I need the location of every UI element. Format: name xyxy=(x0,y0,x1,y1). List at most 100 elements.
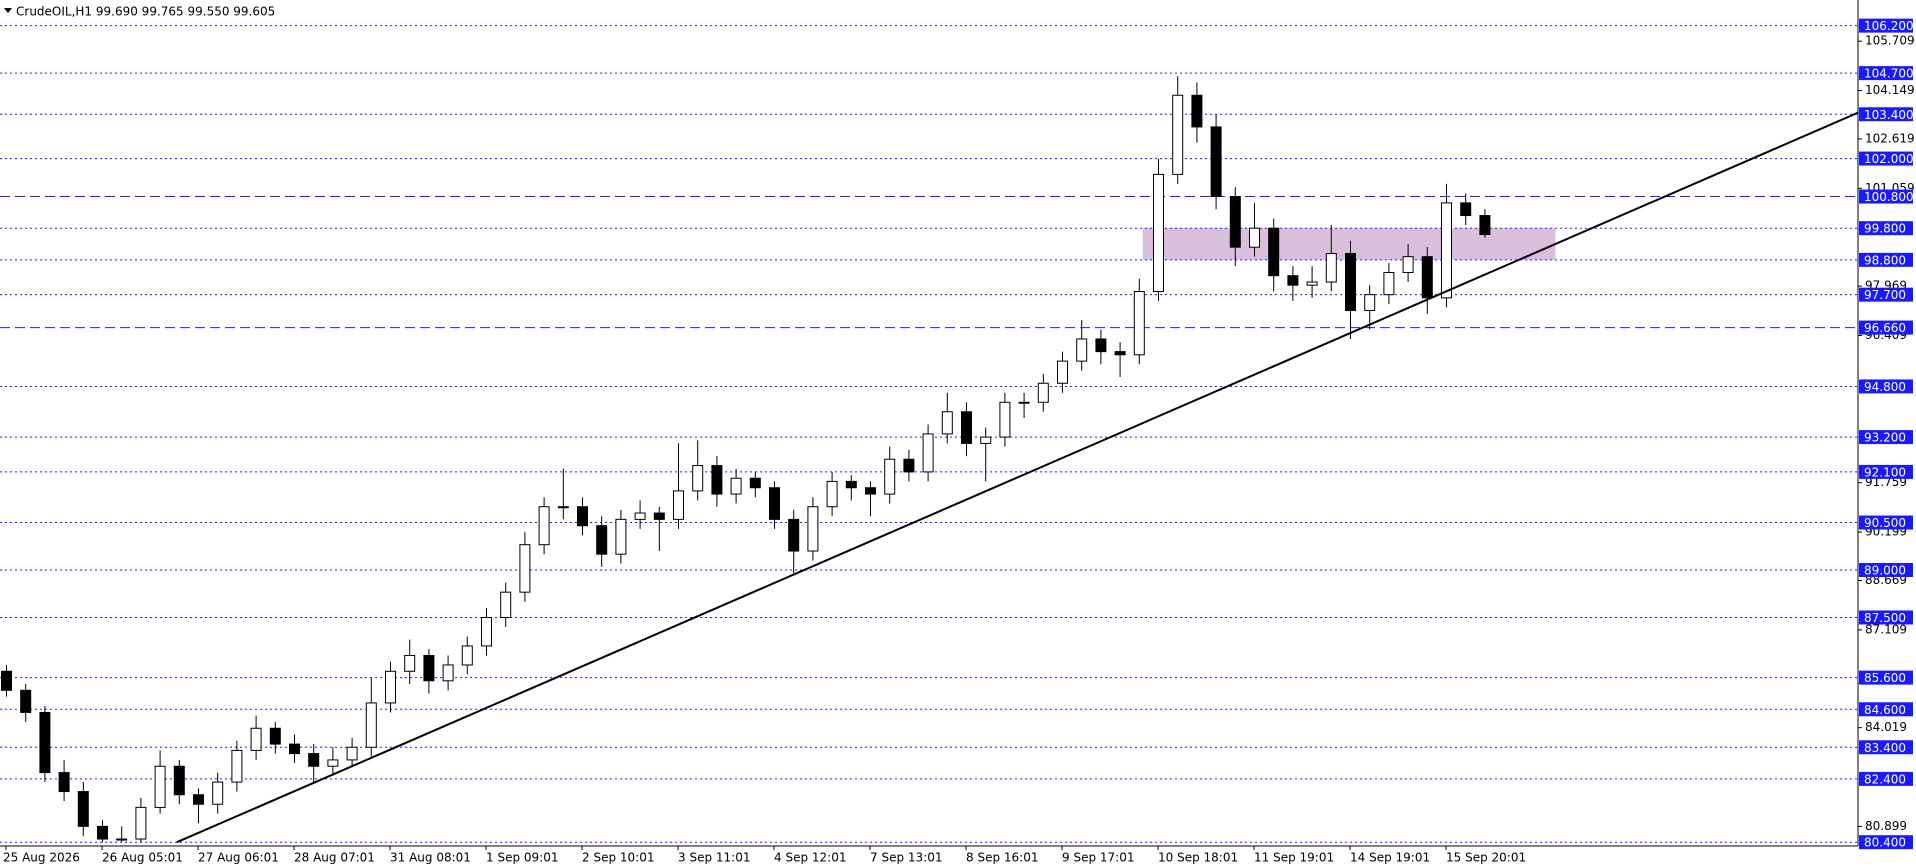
candle-body xyxy=(730,477,742,495)
level-label: 83.400 xyxy=(1864,741,1906,755)
level-label: 104.700 xyxy=(1864,67,1914,81)
level-label: 93.200 xyxy=(1864,431,1906,445)
candle-body xyxy=(1172,94,1184,175)
level-label-box xyxy=(1859,771,1913,786)
level-label-box xyxy=(1859,151,1913,166)
candle-body xyxy=(1325,253,1337,283)
candle-body xyxy=(961,411,972,444)
candle-body xyxy=(1460,202,1472,217)
level-label: 92.100 xyxy=(1864,465,1906,479)
level-label-box xyxy=(1859,107,1913,122)
candle-body xyxy=(1037,382,1049,403)
level-label-box xyxy=(1859,320,1913,335)
candle-body xyxy=(346,746,358,761)
level-label-box xyxy=(1859,18,1913,33)
candle-body xyxy=(865,487,876,495)
candle-body xyxy=(327,759,339,767)
level-label: 102.000 xyxy=(1864,152,1914,166)
level-label-box xyxy=(1859,740,1913,755)
candle-body xyxy=(212,781,224,805)
candle-body xyxy=(1441,202,1452,299)
level-label-box xyxy=(1859,702,1913,717)
level-label-box xyxy=(1859,670,1913,685)
candle-body xyxy=(308,753,320,767)
candle-body xyxy=(1229,196,1241,248)
candle-body xyxy=(1364,294,1376,311)
level-label: 94.800 xyxy=(1864,380,1906,394)
candle-body xyxy=(1057,360,1068,384)
candle-body xyxy=(1402,256,1414,274)
level-label: 99.800 xyxy=(1864,222,1906,236)
candle-body xyxy=(77,791,89,827)
candle-body xyxy=(20,689,32,713)
x-tick-label: 9 Sep 17:01 xyxy=(1062,851,1134,865)
candle-body xyxy=(481,616,492,647)
candle-body xyxy=(231,749,243,783)
level-label: 100.800 xyxy=(1864,190,1914,204)
candle-body xyxy=(634,512,646,520)
x-tick-label: 14 Sep 19:01 xyxy=(1350,851,1430,865)
x-tick-label: 2 Sep 10:01 xyxy=(582,851,654,865)
level-label-box xyxy=(1859,221,1913,236)
candle-body xyxy=(1345,253,1356,311)
candle-body xyxy=(538,506,550,546)
candle-body xyxy=(941,411,953,435)
level-label: 97.700 xyxy=(1864,288,1906,302)
candle-body xyxy=(250,727,262,751)
x-tick-label: 1 Sep 09:01 xyxy=(486,851,558,865)
level-label: 85.600 xyxy=(1864,671,1906,685)
x-tick-label: 10 Sep 18:01 xyxy=(1158,851,1238,865)
level-label: 90.500 xyxy=(1864,516,1906,530)
candle-body xyxy=(557,506,569,509)
chart-title: CrudeOIL,H1 99.690 99.765 99.550 99.605 xyxy=(16,5,275,19)
level-label: 106.200 xyxy=(1864,19,1914,33)
y-tick-label: 80.899 xyxy=(1865,819,1907,833)
candle-body xyxy=(922,433,934,473)
candle-body xyxy=(1479,215,1491,236)
candle-body xyxy=(193,794,204,805)
level-label-box xyxy=(1859,515,1913,530)
level-label-box xyxy=(1859,610,1913,625)
candle-body xyxy=(135,806,147,840)
x-tick-label: 3 Sep 11:01 xyxy=(678,851,750,865)
candle-body xyxy=(1210,126,1222,198)
candle-body xyxy=(1287,275,1299,286)
candle-body xyxy=(1421,256,1433,299)
candle-body xyxy=(442,664,454,682)
candle-body xyxy=(1,670,12,691)
candle-body xyxy=(673,490,684,520)
candle-body xyxy=(596,525,608,555)
candle-body xyxy=(769,487,780,520)
candle-body xyxy=(826,480,838,508)
level-label: 80.400 xyxy=(1864,836,1906,850)
candle-body xyxy=(1133,290,1145,356)
candle-body xyxy=(711,465,723,495)
candle-body xyxy=(788,518,800,552)
candle-body xyxy=(1249,227,1260,248)
candle-body xyxy=(577,506,588,527)
menu-triangle xyxy=(4,8,12,13)
candle-body xyxy=(884,458,896,495)
y-tick-label: 105.709 xyxy=(1865,34,1915,48)
x-tick-label: 25 Aug 2026 xyxy=(3,851,80,865)
level-label-box xyxy=(1859,66,1913,81)
level-label-box xyxy=(1859,189,1913,204)
x-tick-label: 15 Sep 20:01 xyxy=(1446,851,1526,865)
level-label-box xyxy=(1859,563,1913,578)
candle-body xyxy=(1095,338,1107,353)
candle-body xyxy=(423,654,435,682)
candle-body xyxy=(1153,173,1164,292)
y-tick-label: 87.109 xyxy=(1865,622,1907,636)
x-tick-label: 8 Sep 16:01 xyxy=(966,851,1038,865)
candle-body xyxy=(154,765,166,808)
candle-body xyxy=(980,436,992,444)
candle-body xyxy=(653,512,665,520)
y-tick-label: 84.019 xyxy=(1865,720,1907,734)
level-label: 98.800 xyxy=(1864,253,1906,267)
level-label-box xyxy=(1859,287,1913,302)
level-label: 87.500 xyxy=(1864,611,1906,625)
candle-body xyxy=(1018,401,1030,404)
level-label-box xyxy=(1859,252,1913,267)
